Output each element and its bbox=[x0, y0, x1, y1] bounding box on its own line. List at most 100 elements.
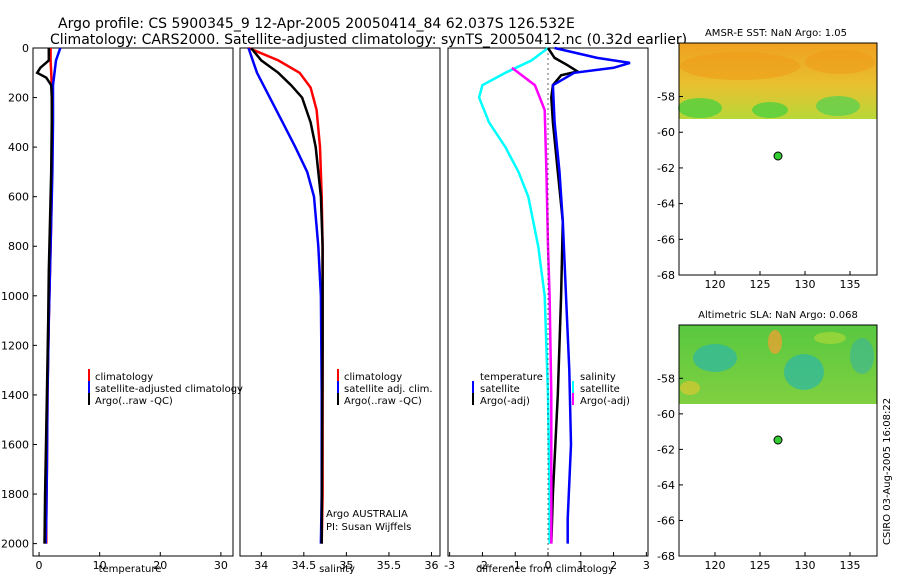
sla_map-x-tick-label: 120 bbox=[705, 559, 726, 572]
sst-cool-patch bbox=[678, 98, 722, 118]
salinity-x-tick-label: 35.5 bbox=[377, 559, 402, 572]
legend-sal-argo-diff: Argo(-adj) bbox=[580, 396, 630, 407]
salinity-xlabel: salinity bbox=[319, 564, 355, 575]
temperature-y-tick-label: 200 bbox=[8, 92, 29, 105]
sla-map-texture bbox=[680, 330, 874, 395]
sla_map-x-tick-label: 125 bbox=[750, 559, 771, 572]
sst_map-x-tick-label: 120 bbox=[705, 278, 726, 291]
legend-sal-climatology: climatology bbox=[344, 372, 402, 383]
legend-sal-satellite: satellite adj. clim. bbox=[344, 384, 433, 395]
temperature-x-tick-label: 10 bbox=[93, 559, 107, 572]
legend-swatch-climatology bbox=[88, 369, 90, 381]
temperature-y-tick-label: 1000 bbox=[1, 290, 29, 303]
temperature-lines bbox=[35, 47, 62, 544]
difference-legend-right: salinity satellite Argo(-adj) bbox=[572, 372, 630, 407]
sla_map-y-tick-label: -60 bbox=[657, 408, 675, 421]
sst-map-title: AMSR-E SST: NaN Argo: 1.05 bbox=[705, 28, 847, 39]
temperature-series-argo-2 bbox=[35, 48, 54, 544]
sla_map-y-tick-label: -58 bbox=[657, 372, 675, 385]
temperature-x-ticks: 0 10 20 30 bbox=[36, 552, 228, 572]
sst_map-x-tick-label: 125 bbox=[750, 278, 771, 291]
sla-high-patch bbox=[680, 381, 700, 395]
legend-temp-satellite: satellite bbox=[480, 384, 520, 395]
salinity-panel: 34 34.5 35 35.5 36 salinity climatology sate… bbox=[239, 46, 441, 575]
sla-high-patch bbox=[768, 330, 782, 354]
temperature-y-tick-label: 1600 bbox=[1, 438, 29, 451]
difference-panel: -3 -2 -1 0 1 2 3 difference from climatology t… bbox=[444, 46, 650, 575]
difference-series-argo-1 bbox=[546, 47, 581, 544]
sla-map-title: Altimetric SLA: NaN Argo: 0.068 bbox=[698, 310, 858, 321]
difference-x-tick-label: 2 bbox=[610, 559, 617, 572]
legend-temperature-heading: temperature bbox=[480, 372, 543, 383]
difference-series-temperature_diff-0 bbox=[477, 47, 551, 544]
sla_map-y-tick-label: -62 bbox=[657, 443, 675, 456]
temperature-xlabel: temperature bbox=[99, 564, 162, 575]
temperature-frame bbox=[32, 47, 234, 557]
legend-climatology: climatology bbox=[95, 372, 153, 383]
sst-y-ticks: -58 -60 -62 -64 -66 -68 bbox=[657, 91, 683, 282]
sla_map-x-tick-label: 130 bbox=[795, 559, 816, 572]
temperature-y-tick-label: 400 bbox=[8, 141, 29, 154]
legend-sal-sat-diff: satellite bbox=[580, 384, 620, 395]
sla-low-patch bbox=[693, 344, 737, 372]
salinity-x-tick-label: 34 bbox=[254, 559, 268, 572]
temperature-y-tick-label: 0 bbox=[22, 42, 29, 55]
legend-swatch-argo bbox=[88, 393, 90, 405]
temperature-x-tick-label: 20 bbox=[153, 559, 167, 572]
legend-swatch-temp-argo bbox=[472, 393, 474, 405]
difference-x-tick-label: 3 bbox=[643, 559, 650, 572]
difference-x-tick-label: -3 bbox=[444, 559, 455, 572]
sla_map-x-tick-label: 135 bbox=[840, 559, 861, 572]
header-line2: Climatology: CARS2000. Satellite-adjuste… bbox=[50, 32, 687, 48]
sla-low-patch bbox=[850, 338, 874, 374]
temperature-y-tick-label: 2000 bbox=[1, 538, 29, 551]
temperature-y-tick-label: 1200 bbox=[1, 339, 29, 352]
legend-swatch-sal-climatology bbox=[337, 369, 339, 381]
salinity-legend: climatology satellite adj. clim. Argo(..… bbox=[337, 369, 433, 407]
sst_map-y-tick-label: -58 bbox=[657, 91, 675, 104]
legend-swatch-sal-argo-diff bbox=[572, 393, 574, 405]
sst_map-x-tick-label: 135 bbox=[840, 278, 861, 291]
annotation-argo-australia: Argo AUSTRALIA bbox=[326, 509, 408, 520]
temperature-y-tick-label: 600 bbox=[8, 191, 29, 204]
legend-swatch-temp-satellite bbox=[472, 381, 474, 393]
sla_map-y-tick-label: -66 bbox=[657, 514, 675, 527]
sst_map-y-tick-label: -62 bbox=[657, 162, 675, 175]
difference-lines bbox=[477, 46, 631, 556]
sst-map-panel: AMSR-E SST: NaN Argo: 1.05 -58-60-62-64-… bbox=[657, 28, 878, 291]
temperature-panel: 0 200 400 600 800 1000 1200 1400 1600 1800 2000 0 1… bbox=[1, 42, 243, 575]
difference-series-satellite-2 bbox=[551, 46, 631, 544]
temperature-y-tick-label: 800 bbox=[8, 240, 29, 253]
sla_map-y-tick-label: -68 bbox=[657, 550, 675, 563]
difference-x-tick-label: -2 bbox=[477, 559, 488, 572]
temperature-x-tick-label: 30 bbox=[214, 559, 228, 572]
sla-map-frame bbox=[678, 324, 878, 557]
legend-argo: Argo(..raw -QC) bbox=[95, 396, 173, 407]
sst-cool-patch bbox=[752, 102, 788, 118]
sla-x-ticks: 120 125 130 135 bbox=[705, 552, 861, 572]
temperature-y-tick-label: 1400 bbox=[1, 389, 29, 402]
sla-argo-marker bbox=[773, 435, 783, 445]
difference-xlabel: difference from climatology bbox=[476, 564, 614, 575]
legend-satellite-adjusted: satellite-adjusted climatology bbox=[95, 384, 243, 395]
sla-low-patch bbox=[784, 354, 824, 390]
salinity-series-argo-2 bbox=[250, 47, 324, 544]
legend-temp-argo: Argo(-adj) bbox=[480, 396, 530, 407]
sla-high-patch bbox=[814, 332, 846, 344]
legend-swatch-sal-sat-diff bbox=[572, 381, 574, 393]
difference-legend-left: temperature satellite Argo(-adj) bbox=[472, 372, 543, 407]
sla-map-panel: Altimetric SLA: NaN Argo: 0.068 -58 -60 -6… bbox=[657, 310, 878, 572]
temperature-y-ticks: 0 200 400 600 800 1000 1200 1400 1600 1800 2000 bbox=[1, 42, 37, 551]
sst-warm-patch bbox=[680, 52, 800, 80]
legend-swatch-sal-satellite bbox=[337, 381, 339, 393]
header-line1: Argo profile: CS 5900345_9 12-Apr-2005 2… bbox=[58, 16, 575, 32]
salinity-lines bbox=[247, 46, 324, 544]
sst-map-texture bbox=[678, 50, 875, 118]
difference-x-tick-label: 1 bbox=[577, 559, 584, 572]
sst_map-x-tick-label: 130 bbox=[795, 278, 816, 291]
salinity-x-tick-label: 35 bbox=[339, 559, 353, 572]
difference-x-tick-label: 0 bbox=[545, 559, 552, 572]
temperature-y-tick-label: 1800 bbox=[1, 488, 29, 501]
sst-x-ticks: 120 125 130 135 bbox=[705, 271, 861, 291]
salinity-x-tick-label: 34.5 bbox=[292, 559, 317, 572]
